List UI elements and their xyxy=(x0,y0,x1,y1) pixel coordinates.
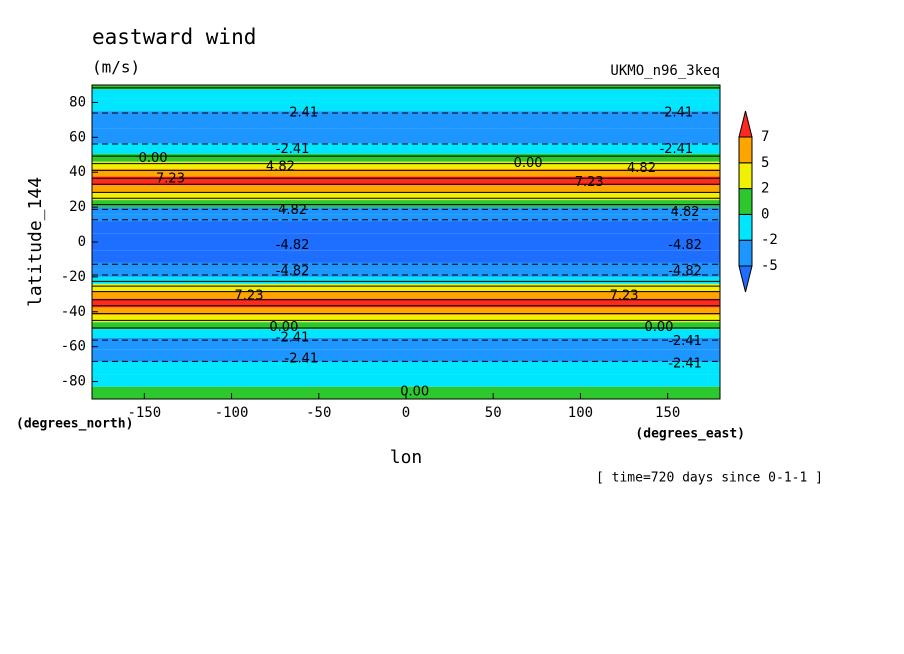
y-tick-label: -20 xyxy=(61,269,86,285)
wind-band xyxy=(92,153,720,162)
colorbar-high xyxy=(738,110,753,138)
y-units: (degrees_north) xyxy=(16,417,133,432)
wind-band xyxy=(92,322,720,330)
x-tick-label: 50 xyxy=(485,405,502,421)
contour-label: 0.00 xyxy=(400,385,429,400)
colorbar-label: 2 xyxy=(761,181,769,197)
contour-label: -2.41 xyxy=(660,105,694,120)
wind-band xyxy=(92,283,720,291)
wind-band xyxy=(92,214,720,222)
footnote: [ time=720 days since 0-1-1 ] xyxy=(596,471,823,486)
contour-label: -2.41 xyxy=(668,334,702,349)
wind-band xyxy=(92,200,720,208)
x-tick-label: 100 xyxy=(568,405,593,421)
wind-band xyxy=(92,337,720,350)
x-tick-label: 150 xyxy=(655,405,680,421)
contour-label: 7.23 xyxy=(575,175,604,190)
wind-band xyxy=(92,221,720,234)
wind-band xyxy=(92,307,720,316)
wind-band xyxy=(92,207,720,215)
wind-band xyxy=(92,290,720,299)
y-axis-label: latitude_144 xyxy=(25,177,46,307)
wind-band xyxy=(92,98,720,112)
colorbar-box xyxy=(738,162,753,190)
colorbar-box xyxy=(738,239,753,267)
contour-label: 7.23 xyxy=(610,289,639,304)
y-tick-label: 20 xyxy=(69,199,86,215)
wind-band xyxy=(92,185,720,194)
contour-label: 0.00 xyxy=(514,156,543,171)
wind-band xyxy=(92,329,720,338)
colorbar-label: -5 xyxy=(761,258,778,274)
y-tick-label: -60 xyxy=(61,339,86,355)
chart-title: eastward wind xyxy=(92,25,256,49)
wind-band xyxy=(92,276,720,284)
x-tick-label: -100 xyxy=(215,405,249,421)
wind-band xyxy=(92,374,720,387)
contour-label: 0.00 xyxy=(644,320,673,335)
colorbar-label: 0 xyxy=(761,206,769,222)
y-tick-label: -80 xyxy=(61,374,86,390)
x-tick-label: -50 xyxy=(306,405,331,421)
plot-area: -2.41 -2.41-2.41 -2.410.00 0.004.82 4.827.23… xyxy=(92,85,720,400)
wind-band xyxy=(92,315,720,323)
colorbar-box xyxy=(738,213,753,241)
chart-subtitle: (m/s) xyxy=(92,58,140,77)
colorbar-label: 5 xyxy=(761,155,769,171)
contour-label: -2.41 xyxy=(276,330,310,345)
y-tick-label: 40 xyxy=(69,164,86,180)
wind-band xyxy=(92,233,720,251)
colorbar-label: -2 xyxy=(761,232,778,248)
y-tick-label: 60 xyxy=(69,129,86,145)
contour-label: -4.82 xyxy=(668,238,702,253)
colorbar-box xyxy=(738,136,753,164)
wind-band xyxy=(92,269,720,277)
contour-label: -2.41 xyxy=(276,142,310,157)
wind-band xyxy=(92,349,720,362)
wind-band xyxy=(92,143,720,154)
wind-band xyxy=(92,128,720,144)
colorbar-box xyxy=(738,188,753,215)
contour-label: 4.82 xyxy=(627,161,656,176)
wind-band xyxy=(92,168,720,177)
wind-band xyxy=(92,193,720,201)
contour-label: 4.82 xyxy=(671,205,700,220)
contour-label: -2.41 xyxy=(660,142,694,157)
contour-label: 4.82 xyxy=(266,159,295,174)
contour-label: 7.23 xyxy=(235,289,264,304)
wind-band xyxy=(92,386,720,396)
colorbar-low xyxy=(738,265,753,293)
contour-label: 7.23 xyxy=(156,172,185,187)
contour-label: 0.00 xyxy=(269,320,298,335)
x-units: (degrees_east) xyxy=(635,427,745,442)
colorbar-label: 7 xyxy=(761,129,769,145)
wind-band xyxy=(92,161,720,169)
contour-label: -4.82 xyxy=(276,238,310,253)
y-tick-label: 0 xyxy=(78,234,86,250)
contour-label: -2.41 xyxy=(668,357,702,372)
wind-band xyxy=(92,85,720,90)
x-tick-label: 0 xyxy=(402,405,410,421)
model-label: UKMO_n96_3keq xyxy=(610,63,720,79)
y-tick-label: -40 xyxy=(61,304,86,320)
wind-band xyxy=(92,250,720,263)
contour-label: -2.41 xyxy=(285,105,319,120)
contour-label: -2.41 xyxy=(285,351,319,366)
wind-band xyxy=(92,176,720,186)
y-tick-label: 80 xyxy=(69,94,86,110)
contour-label: -4.82 xyxy=(668,264,702,279)
wind-band xyxy=(92,89,720,99)
wind-band xyxy=(92,361,720,375)
contour-label: -4.82 xyxy=(276,264,310,279)
x-axis-label: lon xyxy=(390,447,423,468)
contour-label: 4.82 xyxy=(278,203,307,218)
wind-band xyxy=(92,262,720,270)
contour-label: 0.00 xyxy=(139,151,168,166)
x-tick-label: -150 xyxy=(127,405,161,421)
wind-band xyxy=(92,298,720,308)
wind-band xyxy=(92,111,720,129)
